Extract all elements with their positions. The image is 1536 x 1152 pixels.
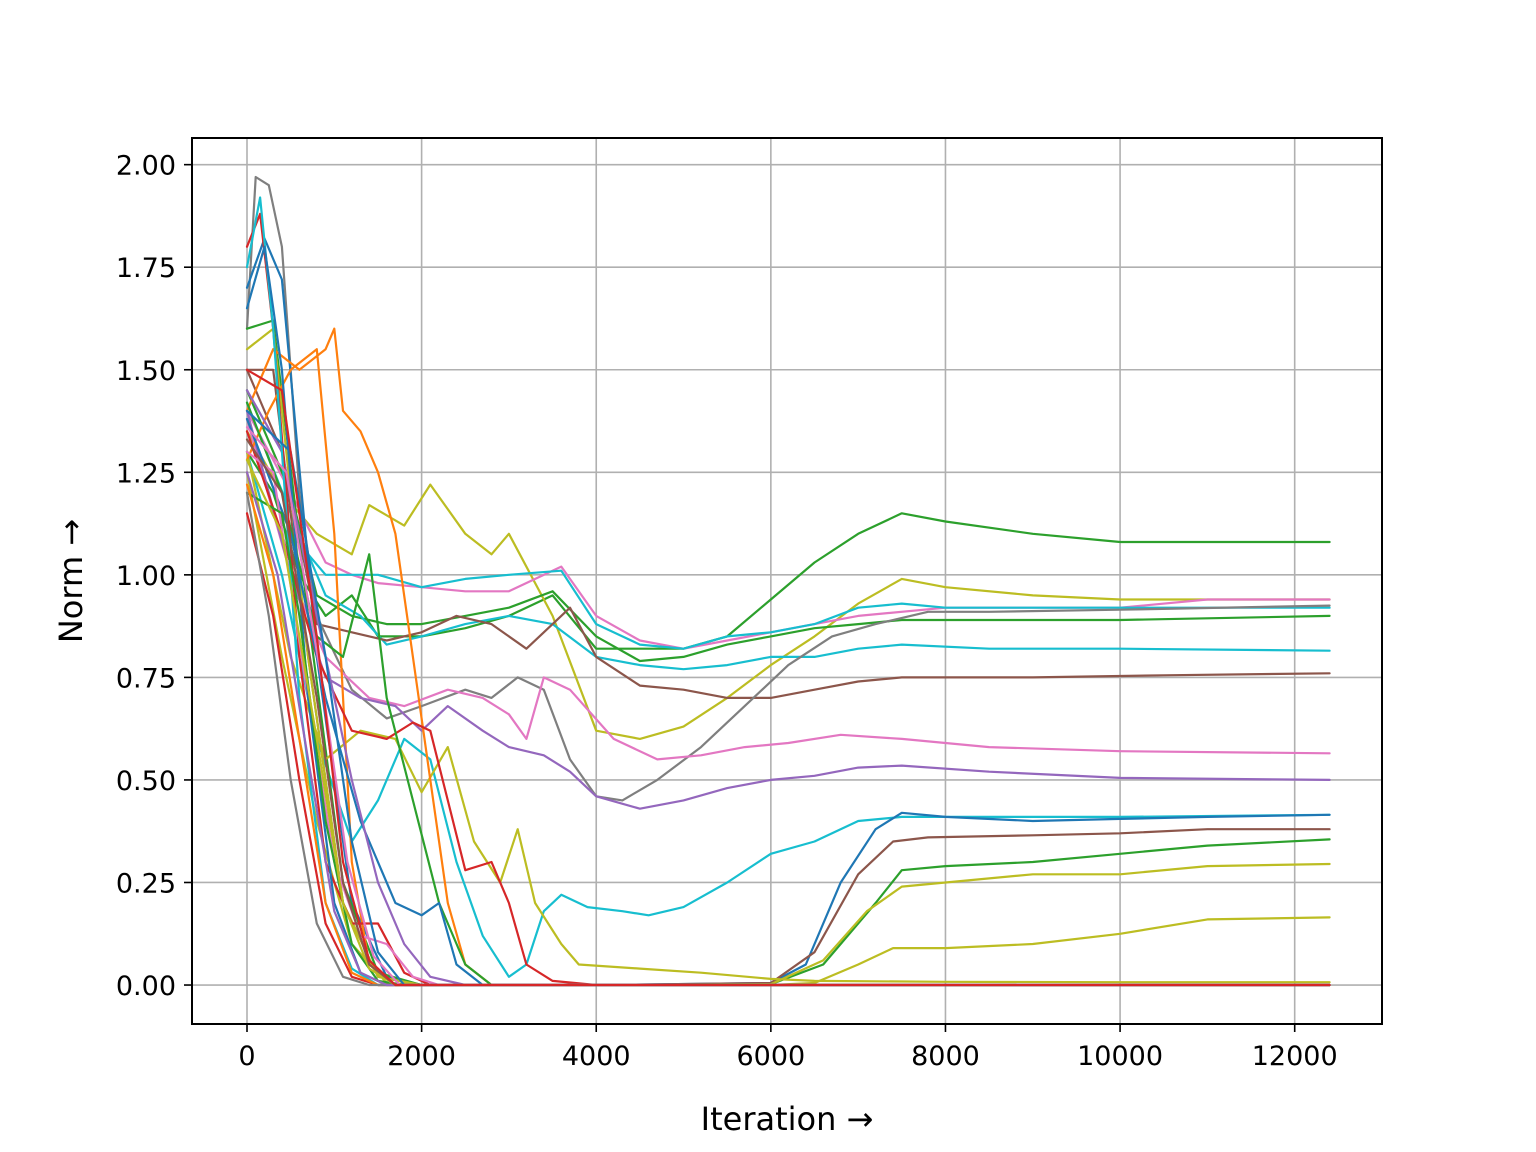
series-line-10 [245, 409, 1331, 810]
x-tick-label: 12000 [1252, 1041, 1338, 1072]
y-tick-label: 0.50 [116, 766, 176, 797]
series-line-9 [245, 417, 1331, 761]
series-line-2 [245, 430, 1331, 740]
y-tick-label: 0.75 [116, 663, 176, 694]
y-tick-label: 0.25 [116, 868, 176, 899]
series-line-8 [245, 175, 1331, 802]
y-tick-label: 1.75 [116, 253, 176, 284]
plot-frame [191, 137, 1383, 1025]
y-tick-label: 2.00 [116, 151, 176, 182]
axis-ticks: 0 2000 4000 6000 8000 10000 12000 0.00 0.25 0.50 0… [116, 151, 1338, 1072]
series-line-18 [245, 327, 1331, 987]
y-tick-label: 0.00 [116, 971, 176, 1002]
series-line-4 [245, 417, 1331, 650]
x-tick-label: 10000 [1077, 1041, 1163, 1072]
series-line-22 [245, 417, 1331, 987]
series-line-37 [245, 368, 1331, 987]
series-line-32 [245, 471, 1331, 987]
series-layer [245, 175, 1331, 987]
x-tick-label: 6000 [736, 1041, 805, 1072]
series-line-15 [245, 327, 1331, 987]
x-tick-label: 0 [238, 1041, 255, 1072]
series-line-7 [245, 368, 1331, 699]
y-tick-label: 1.50 [116, 356, 176, 387]
x-axis-label: Iteration → [701, 1100, 874, 1138]
y-axis-label: Norm → [52, 519, 90, 643]
series-line-17 [245, 450, 1331, 984]
series-line-31 [245, 491, 1331, 987]
x-tick-label: 4000 [562, 1041, 631, 1072]
y-tick-label: 1.25 [116, 458, 176, 489]
x-tick-label: 8000 [911, 1041, 980, 1072]
series-line-6 [245, 401, 1331, 671]
series-line-11 [245, 450, 1331, 978]
y-tick-label: 1.00 [116, 561, 176, 592]
x-tick-label: 2000 [387, 1041, 456, 1072]
series-line-14 [245, 319, 1331, 987]
